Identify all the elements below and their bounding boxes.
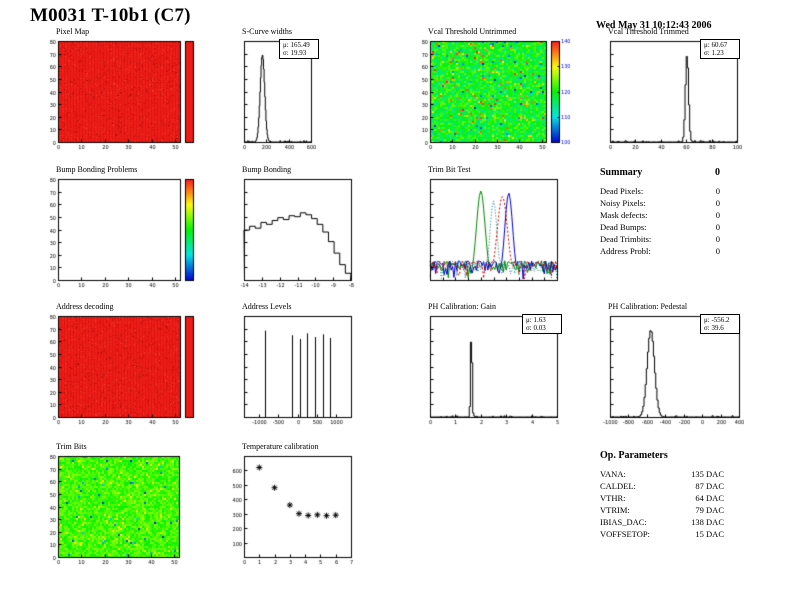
bump-bonding-problems-chart — [44, 175, 196, 291]
summary-value: 0 — [715, 246, 720, 256]
stats-box-vcal-trimmed: μ: 60.67 σ: 1.23 — [700, 39, 740, 59]
op-param-row-voffsetop: VOFFSETOP: 15 DAC — [600, 528, 724, 540]
op-param-label: VOFFSETOP: — [600, 529, 650, 539]
bump-bonding-chart — [230, 175, 356, 291]
op-param-row-ibias-dac: IBIAS_DAC: 138 DAC — [600, 516, 724, 528]
stats-sigma: σ: 39.6 — [704, 324, 724, 332]
chart-title-bump-bonding-problems: Bump Bonding Problems — [56, 165, 138, 174]
panel-trim-bit-test: Trim Bit Test — [416, 165, 566, 291]
panel-pixel-map: Pixel Map — [44, 27, 200, 153]
summary-label: Mask defects: — [600, 210, 648, 220]
panel-bump-bonding-problems: Bump Bonding Problems — [44, 165, 200, 291]
stats-mean: μ: -556.2 — [704, 316, 730, 324]
temperature-calibration-chart — [230, 452, 356, 568]
chart-title-pixel-map: Pixel Map — [56, 27, 90, 36]
panel-address-levels: Address Levels — [230, 302, 360, 428]
summary-header: Summary 0 — [600, 167, 720, 178]
summary-row-address-probl: Address Probl: 0 — [600, 245, 720, 257]
summary-value: 0 — [715, 210, 720, 220]
summary-label: Dead Pixels: — [600, 186, 644, 196]
panel-summary: Summary 0 Dead Pixels: 0 Noisy Pixels: 0… — [600, 167, 720, 257]
summary-label: Address Probl: — [600, 246, 651, 256]
panel-ph-calibration-pedestal: PH Calibration: Pedestal μ: -556.2 σ: 39… — [596, 302, 744, 428]
panel-temperature-calibration: Temperature calibration — [230, 442, 360, 568]
summary-label: Dead Bumps: — [600, 222, 647, 232]
summary-label: Noisy Pixels: — [600, 198, 646, 208]
chart-title-ph-gain: PH Calibration: Gain — [428, 302, 496, 311]
stats-sigma: σ: 1.23 — [704, 49, 724, 57]
op-parameters-header: Op. Parameters — [600, 450, 724, 461]
summary-value: 0 — [715, 222, 720, 232]
op-param-value: 87 DAC — [695, 481, 724, 491]
panel-op-parameters: Op. Parameters VANA: 135 DAC CALDEL: 87 … — [600, 450, 724, 540]
panel-ph-calibration-gain: PH Calibration: Gain μ: 1.63 σ: 0.03 — [416, 302, 566, 428]
chart-title-trim-bit-test: Trim Bit Test — [428, 165, 471, 174]
panel-bump-bonding: Bump Bonding — [230, 165, 360, 291]
vcal-threshold-untrimmed-chart — [416, 37, 572, 153]
op-param-label: VTHR: — [600, 493, 626, 503]
pixel-map-chart — [44, 37, 196, 153]
summary-total: 0 — [715, 167, 720, 178]
address-levels-chart — [230, 312, 356, 428]
op-param-row-caldel: CALDEL: 87 DAC — [600, 480, 724, 492]
op-param-value: 79 DAC — [695, 505, 724, 515]
chart-title-address-decoding: Address decoding — [56, 302, 114, 311]
stats-box-s-curve: μ: 165.49 σ: 19.93 — [279, 39, 319, 59]
stats-mean: μ: 60.67 — [704, 41, 728, 49]
summary-value: 0 — [715, 198, 720, 208]
panel-trim-bits: Trim Bits — [44, 442, 188, 568]
op-param-label: CALDEL: — [600, 481, 636, 491]
summary-value: 0 — [715, 234, 720, 244]
trim-bits-chart — [44, 452, 184, 568]
op-param-value: 15 DAC — [695, 529, 724, 539]
page-title: M0031 T-10b1 (C7) — [30, 5, 191, 26]
summary-row-noisy-pixels: Noisy Pixels: 0 — [600, 197, 720, 209]
panel-s-curve-widths: S-Curve widths μ: 165.49 σ: 19.93 — [230, 27, 320, 153]
chart-title-ph-pedestal: PH Calibration: Pedestal — [608, 302, 688, 311]
stats-mean: μ: 1.63 — [526, 316, 546, 324]
panel-vcal-threshold-trimmed: Vcal Threshold Trimmed μ: 60.67 σ: 1.23 — [596, 27, 744, 153]
op-parameters-title: Op. Parameters — [600, 450, 668, 461]
summary-row-dead-pixels: Dead Pixels: 0 — [600, 185, 720, 197]
chart-title-trim-bits: Trim Bits — [56, 442, 87, 451]
stats-sigma: σ: 19.93 — [283, 49, 307, 57]
summary-title: Summary — [600, 167, 643, 178]
stats-box-ph-gain: μ: 1.63 σ: 0.03 — [522, 314, 562, 334]
op-param-row-vana: VANA: 135 DAC — [600, 468, 724, 480]
op-param-value: 135 DAC — [691, 469, 724, 479]
chart-title-temperature-calibration: Temperature calibration — [242, 442, 319, 451]
stats-mean: μ: 165.49 — [283, 41, 310, 49]
summary-value: 0 — [715, 186, 720, 196]
op-param-value: 138 DAC — [691, 517, 724, 527]
summary-label: Dead Trimbits: — [600, 234, 652, 244]
op-param-label: VANA: — [600, 469, 626, 479]
address-decoding-chart — [44, 312, 196, 428]
stats-box-ph-pedestal: μ: -556.2 σ: 39.6 — [700, 314, 740, 334]
chart-title-vcal-trimmed: Vcal Threshold Trimmed — [608, 27, 689, 36]
summary-row-dead-trimbits: Dead Trimbits: 0 — [600, 233, 720, 245]
timestamp: Wed May 31 10:12:43 2006 — [596, 20, 712, 31]
chart-title-s-curve-widths: S-Curve widths — [242, 27, 292, 36]
panel-vcal-threshold-untrimmed: Vcal Threshold Untrimmed — [416, 27, 572, 153]
panel-address-decoding: Address decoding — [44, 302, 200, 428]
stats-sigma: σ: 0.03 — [526, 324, 546, 332]
op-param-row-vtrim: VTRIM: 79 DAC — [600, 504, 724, 516]
chart-title-address-levels: Address Levels — [242, 302, 292, 311]
summary-row-dead-bumps: Dead Bumps: 0 — [600, 221, 720, 233]
trim-bit-test-chart — [416, 175, 562, 291]
chart-title-vcal-untrimmed: Vcal Threshold Untrimmed — [428, 27, 517, 36]
op-param-label: IBIAS_DAC: — [600, 517, 647, 527]
op-param-value: 64 DAC — [695, 493, 724, 503]
op-param-row-vthr: VTHR: 64 DAC — [600, 492, 724, 504]
summary-row-mask-defects: Mask defects: 0 — [600, 209, 720, 221]
op-param-label: VTRIM: — [600, 505, 630, 515]
chart-title-bump-bonding: Bump Bonding — [242, 165, 292, 174]
